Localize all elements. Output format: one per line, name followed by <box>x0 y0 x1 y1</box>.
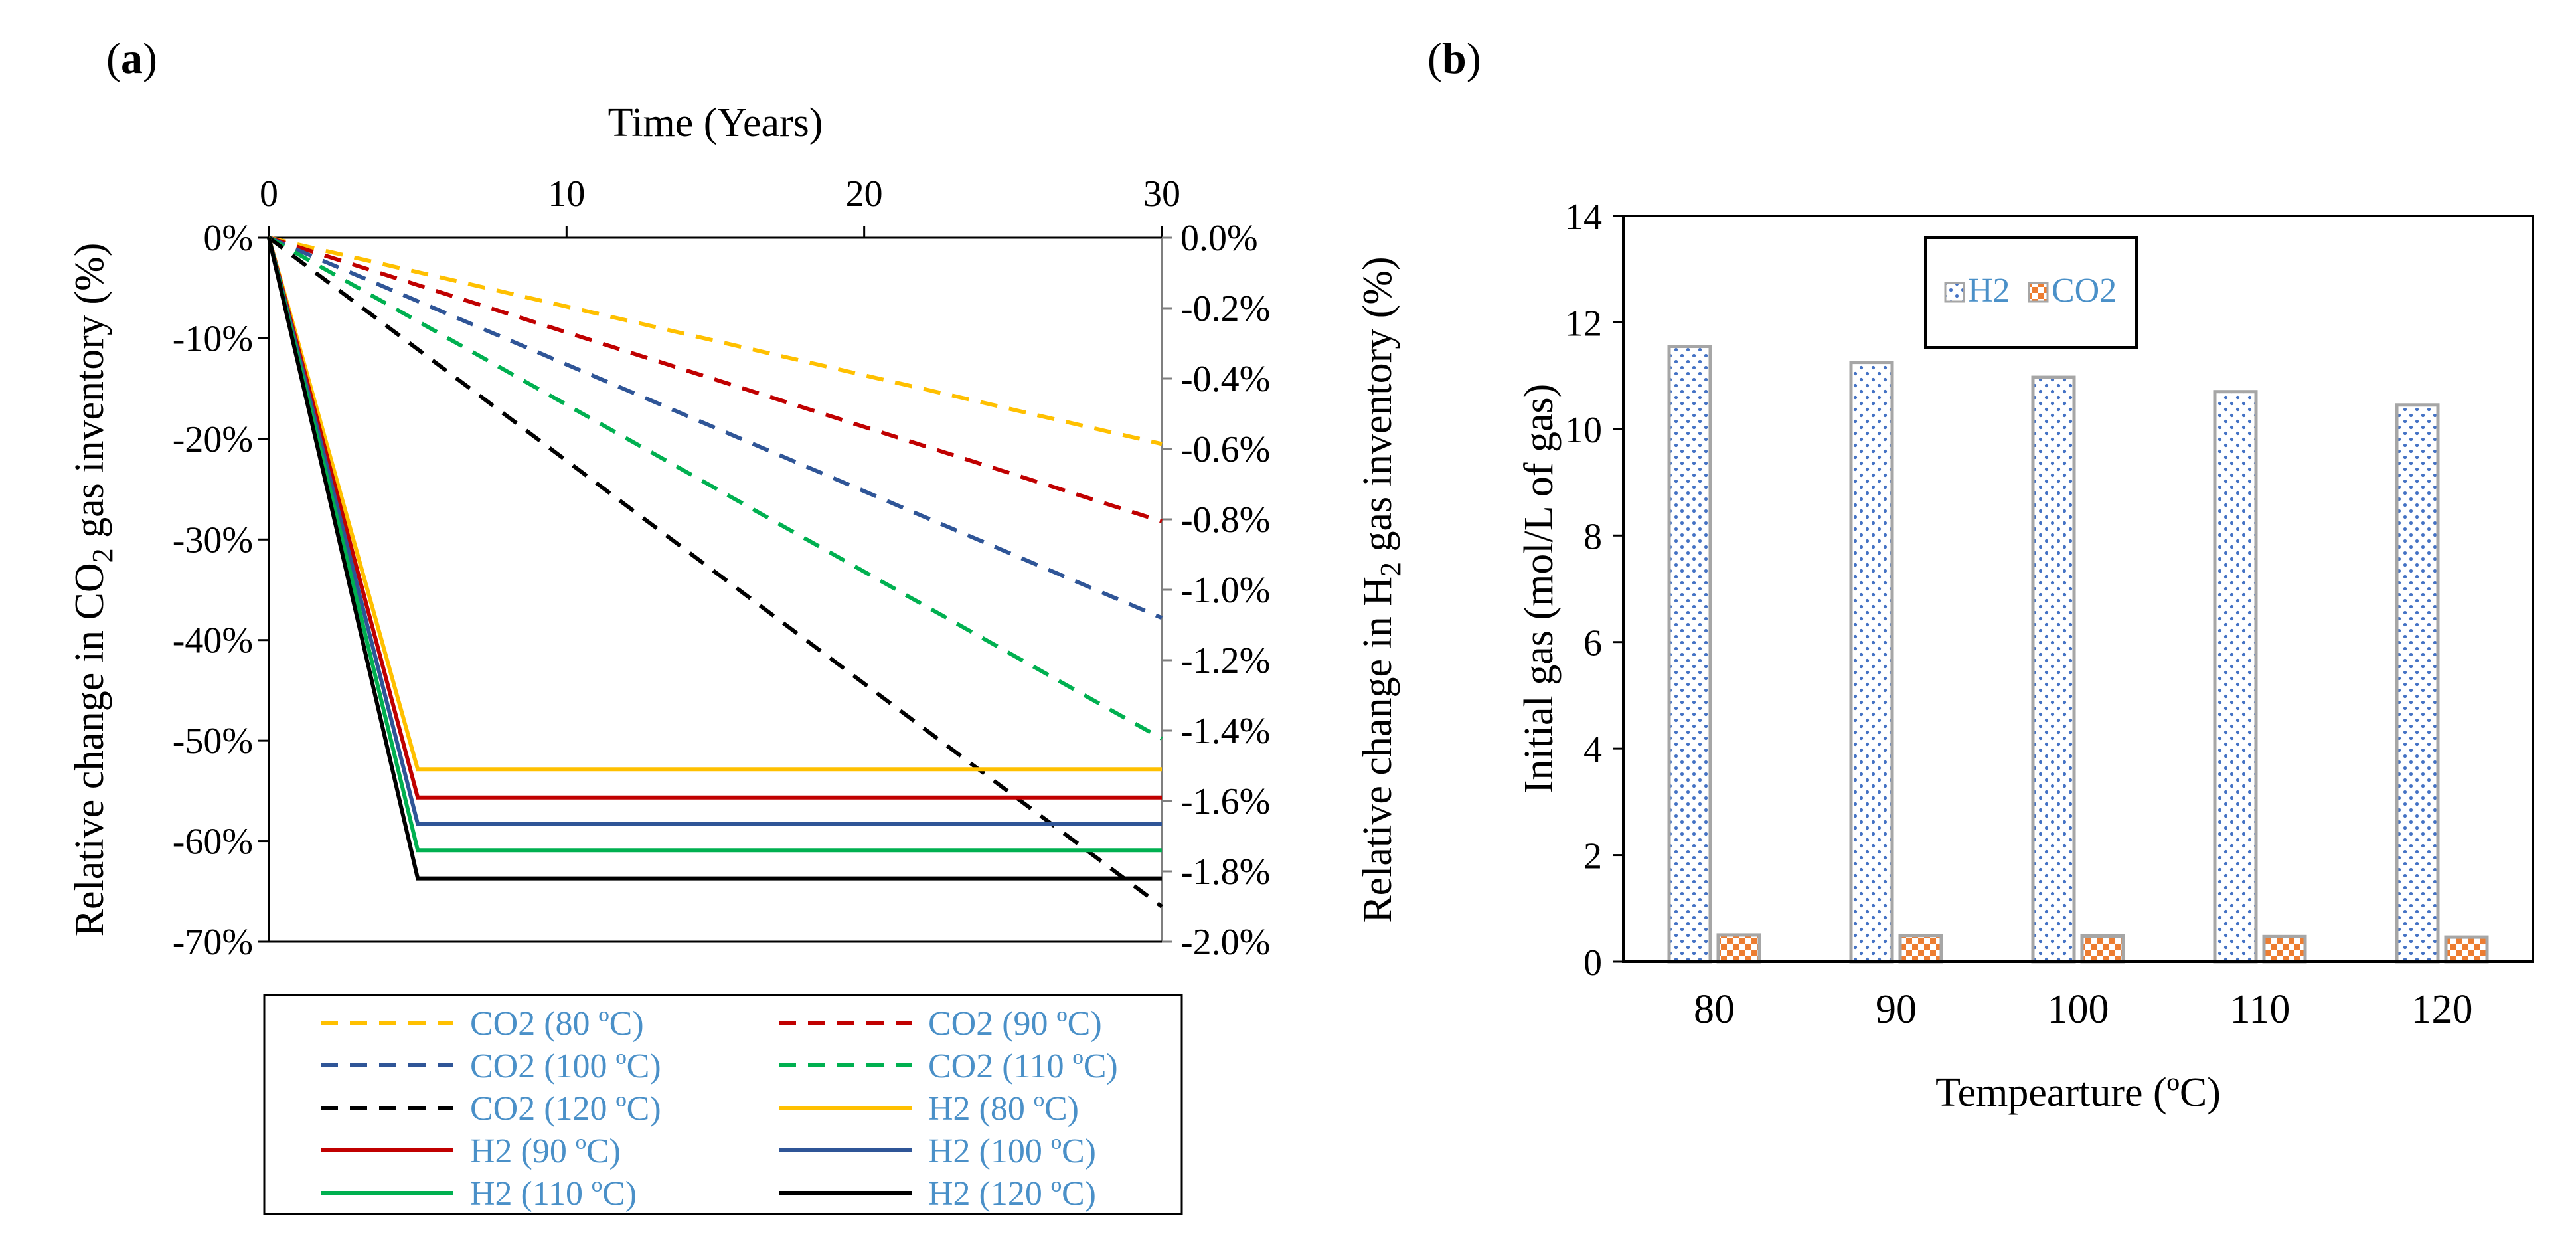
chart-a-series-line-4 <box>268 236 1163 909</box>
chart-a-x-axis: 0 10 20 30 <box>260 173 1180 239</box>
chart-a-legend: CO2 (80 ºC) CO2 (90 ºC) CO2 (100 ºC) CO2 (1… <box>263 994 1183 1215</box>
chart-b-y-tick-label: 2 <box>1583 836 1602 877</box>
chart-b-frame <box>1622 215 2534 963</box>
chart-a-left-y-tick-label: -60% <box>173 822 253 863</box>
chart-b: 0 2 4 6 8 10 12 14 80 90 100 110 120 Tempearture (º… <box>1516 197 2534 1115</box>
chart-a-left-y-tick-label: -50% <box>173 721 253 762</box>
chart-b-x-tick-label: 90 <box>1876 987 1917 1032</box>
chart-a-series <box>267 236 1163 909</box>
chart-a-legend-label: CO2 (120 ºC) <box>470 1090 661 1128</box>
chart-a-legend-label: H2 (110 ºC) <box>470 1175 637 1213</box>
chart-b-y-tick-label: 4 <box>1583 729 1602 770</box>
chart-b-bar-co2 <box>2444 935 2489 964</box>
chart-a-left-y-tick-label: 0% <box>203 218 253 259</box>
chart-b-legend-swatch <box>1944 282 1965 303</box>
chart-b-plot-border <box>1622 215 2534 963</box>
chart-b-bar-h2 <box>1849 361 1894 964</box>
chart-a-right-y-tick-label: -0.8% <box>1180 499 1270 541</box>
chart-a-right-y-axis-title: Relative change in H2 gas inventory (%) <box>1355 256 1407 923</box>
chart-b-y-tick-label: 10 <box>1565 410 1602 451</box>
chart-a-legend-label: H2 (90 ºC) <box>470 1132 621 1170</box>
chart-b-bar-h2 <box>1667 345 1712 964</box>
chart-a-right-y-tick-label: -1.6% <box>1180 781 1270 822</box>
chart-a-series-line-0 <box>268 236 1163 446</box>
chart-a-x-tick-label: 30 <box>1143 173 1180 215</box>
chart-a-legend-label: CO2 (80 ºC) <box>470 1005 644 1043</box>
chart-a-right-y-tick-label: -1.8% <box>1180 851 1270 893</box>
chart-a-left-y-tick-label: -20% <box>173 419 253 460</box>
chart-a-series-line-1 <box>268 236 1163 523</box>
chart-b-bar-h2 <box>2395 403 2440 964</box>
chart-a-series-line-2 <box>268 236 1163 620</box>
chart-b-x-tick-label: 80 <box>1694 987 1735 1032</box>
chart-a-series-line-3 <box>268 236 1163 741</box>
chart-b-legend-label: CO2 <box>2052 272 2117 310</box>
chart-a-legend-label: CO2 (110 ºC) <box>928 1047 1118 1085</box>
chart-b-y-tick-label: 6 <box>1583 623 1602 664</box>
chart-b-bars <box>1667 345 2489 964</box>
chart-b-bar-h2 <box>2213 390 2258 964</box>
chart-a-right-y-tick-label: -0.4% <box>1180 359 1270 400</box>
chart-a-series-line-7 <box>267 237 1162 826</box>
chart-b-y-tick-label: 12 <box>1565 303 1602 344</box>
panel-label-a: (a) <box>106 35 157 83</box>
chart-b-x-axis-title: Tempearture (ºC) <box>1935 1070 2221 1115</box>
chart-b-x-tick-label: 110 <box>2230 987 2291 1032</box>
chart-a-legend-label: CO2 (100 ºC) <box>470 1047 661 1085</box>
chart-b-y-tick-label: 8 <box>1583 516 1602 557</box>
chart-a-right-y-tick-label: -0.2% <box>1180 288 1270 329</box>
chart-a-legend-label: H2 (100 ºC) <box>928 1132 1096 1170</box>
chart-b-y-tick-label: 14 <box>1565 197 1602 238</box>
chart-a-left-y-tick-label: -70% <box>173 922 253 963</box>
chart-b-x-tick-label: 120 <box>2411 987 2473 1032</box>
chart-a-legend-label: CO2 (90 ºC) <box>928 1005 1102 1043</box>
chart-b-y-axis: 0 2 4 6 8 10 12 14 <box>1565 197 1623 984</box>
chart-a-legend-box <box>263 994 1183 1215</box>
chart-b-bar-h2 <box>2031 375 2076 964</box>
chart-b-bar-co2 <box>2262 934 2307 964</box>
chart-a-right-y-tick-label: -2.0% <box>1180 922 1270 963</box>
chart-a-legend-label: H2 (80 ºC) <box>928 1090 1079 1128</box>
chart-a-series-line-9 <box>267 237 1162 881</box>
chart-a-series-line-8 <box>267 237 1162 853</box>
chart-b-x-tick-label: 100 <box>2048 987 2109 1032</box>
chart-a-left-y-tick-label: -40% <box>173 620 253 662</box>
chart-a-x-tick-label: 0 <box>260 173 278 215</box>
chart-b-y-axis-title: Initial gas (mol/L of gas) <box>1516 384 1562 794</box>
chart-a-left-y-axis-title: Relative change in CO2 gas inventory (%) <box>67 243 119 937</box>
chart-a-series-line-5 <box>267 237 1162 772</box>
chart-a-left-y-tick-label: -10% <box>173 318 253 359</box>
chart-a-left-y-tick-label: -30% <box>173 519 253 561</box>
chart-a-left-y-axis: 0% -10% -20% -30% -40% -50% -60% -70% <box>173 218 270 963</box>
chart-a-legend-label: H2 (120 ºC) <box>928 1175 1096 1213</box>
chart-b-bar-co2 <box>1898 934 1943 964</box>
chart-a-right-y-tick-label: -1.0% <box>1180 570 1270 611</box>
chart-b-bar-co2 <box>2080 934 2125 964</box>
chart-a-series-line-6 <box>267 237 1162 800</box>
chart-b-legend-label: H2 <box>1968 272 2010 310</box>
chart-b-legend-swatch <box>2028 282 2049 303</box>
chart-a-right-y-tick-label: -0.6% <box>1180 429 1270 470</box>
panel-label-b: (b) <box>1427 35 1481 83</box>
chart-a-x-tick-label: 10 <box>548 173 585 215</box>
chart-a-x-axis-title: Time (Years) <box>608 100 823 145</box>
chart-b-legend: H2 CO2 <box>1924 236 2138 349</box>
chart-a-right-y-axis: 0.0% -0.2% -0.4% -0.6% -0.8% -1.0% -1.2% -1.4% -… <box>1161 218 1270 963</box>
chart-b-x-axis: 80 90 100 110 120 <box>1694 987 2473 1032</box>
chart-b-y-tick-label: 0 <box>1583 942 1602 984</box>
chart-a-right-y-tick-label: -1.4% <box>1180 711 1270 752</box>
chart-a-x-tick-label: 20 <box>846 173 883 215</box>
chart-b-bar-co2 <box>1716 933 1761 964</box>
chart-a-right-y-tick-label: -1.2% <box>1180 640 1270 681</box>
chart-a-right-y-tick-label: 0.0% <box>1180 218 1258 259</box>
chart-a: Time (Years) 0 10 20 30 0% -10% -20% -30% -40% -… <box>67 100 1407 1215</box>
